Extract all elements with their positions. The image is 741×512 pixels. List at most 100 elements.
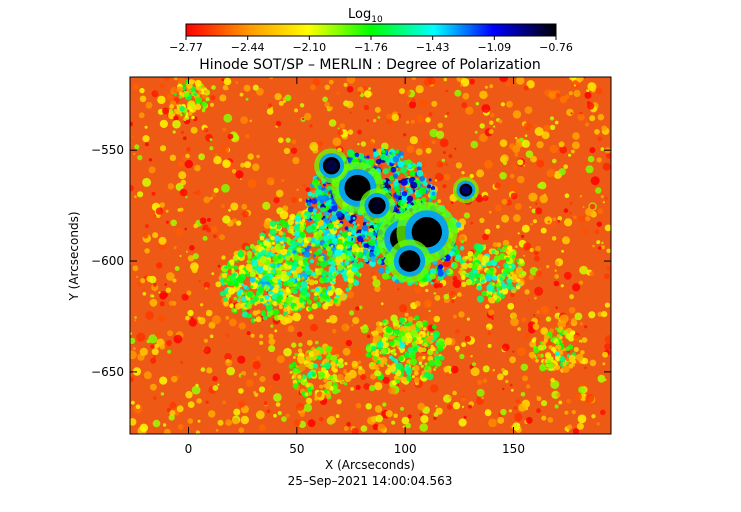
- granule: [151, 294, 155, 298]
- plage-patch: [301, 265, 306, 270]
- granule: [190, 126, 198, 134]
- plage-patch: [331, 211, 336, 216]
- granule: [131, 400, 135, 405]
- granule: [296, 188, 299, 191]
- granule: [222, 400, 226, 405]
- granule: [337, 127, 340, 130]
- plage-patch: [487, 296, 493, 302]
- granule: [564, 218, 573, 227]
- spot-umbra: [371, 199, 383, 212]
- granule: [470, 221, 474, 225]
- plage-patch: [499, 276, 504, 281]
- granule: [604, 335, 611, 344]
- granule: [474, 130, 478, 134]
- granule: [169, 401, 177, 409]
- granule: [267, 385, 273, 391]
- plage-patch: [423, 339, 428, 344]
- plage-patch: [395, 378, 401, 384]
- plage-patch: [280, 248, 288, 256]
- granule: [452, 401, 461, 410]
- granule: [549, 144, 559, 154]
- plage-patch: [278, 255, 282, 259]
- granule: [177, 424, 184, 430]
- granule: [149, 214, 153, 218]
- plage-patch: [334, 287, 343, 296]
- granule: [205, 309, 213, 317]
- granule: [569, 294, 574, 300]
- plage-patch: [357, 266, 360, 269]
- plage-patch: [264, 295, 270, 300]
- granule: [581, 337, 588, 343]
- granule: [437, 122, 443, 128]
- plage-patch: [427, 331, 430, 334]
- plage-patch: [429, 195, 434, 199]
- granule: [369, 385, 376, 392]
- granule: [482, 195, 489, 201]
- y-tick-label: −550: [91, 143, 124, 157]
- granule: [150, 344, 155, 349]
- plage-patch: [233, 296, 238, 301]
- granule: [159, 83, 165, 89]
- granule: [211, 272, 215, 276]
- granule: [283, 147, 290, 155]
- granule: [537, 183, 543, 189]
- granule: [406, 120, 410, 124]
- granule: [360, 326, 363, 330]
- plage-patch: [378, 360, 381, 363]
- granule: [157, 95, 166, 105]
- plage-patch: [477, 253, 484, 261]
- granule: [476, 169, 485, 178]
- plage-patch: [324, 189, 329, 194]
- granule: [215, 429, 219, 432]
- granule: [428, 315, 434, 321]
- plage-patch: [330, 244, 334, 248]
- granule: [219, 234, 225, 241]
- granule: [328, 106, 333, 111]
- granule: [514, 136, 518, 140]
- plage-patch: [270, 235, 275, 241]
- granule: [386, 119, 393, 125]
- plage-patch: [285, 288, 291, 293]
- granule: [521, 234, 525, 238]
- granule: [457, 292, 462, 297]
- plage-patch: [291, 375, 295, 378]
- plage-patch: [499, 290, 503, 294]
- plage-patch: [183, 92, 189, 98]
- granule: [191, 267, 198, 274]
- plage-patch: [307, 197, 310, 201]
- plage-patch: [368, 158, 375, 166]
- granule: [534, 296, 537, 300]
- plage-patch: [576, 353, 584, 362]
- granule: [346, 290, 355, 299]
- granule: [589, 115, 596, 122]
- granule: [434, 172, 444, 182]
- granule: [604, 224, 611, 232]
- granule: [137, 191, 144, 198]
- granule: [417, 402, 426, 411]
- granule: [328, 119, 337, 127]
- plage-patch: [269, 263, 273, 267]
- colorbar-tick-label: −1.76: [354, 41, 388, 54]
- granule: [185, 250, 188, 253]
- granule: [399, 88, 405, 95]
- plage-patch: [455, 221, 462, 228]
- granule: [481, 396, 484, 400]
- plage-patch: [341, 230, 349, 239]
- granule: [336, 399, 342, 405]
- granule: [185, 146, 191, 152]
- plage-patch: [295, 266, 303, 274]
- granule: [249, 119, 253, 123]
- granule: [142, 135, 150, 143]
- plage-patch: [348, 283, 353, 288]
- plage-patch: [409, 352, 416, 360]
- granule: [346, 86, 354, 93]
- granule: [461, 102, 468, 109]
- feature-network: [528, 325, 585, 373]
- granule: [350, 387, 354, 391]
- granule: [576, 422, 584, 430]
- plage-patch: [381, 149, 386, 154]
- plage-patch: [227, 274, 233, 280]
- granule: [144, 248, 150, 254]
- granule: [203, 346, 211, 355]
- granule: [150, 357, 157, 364]
